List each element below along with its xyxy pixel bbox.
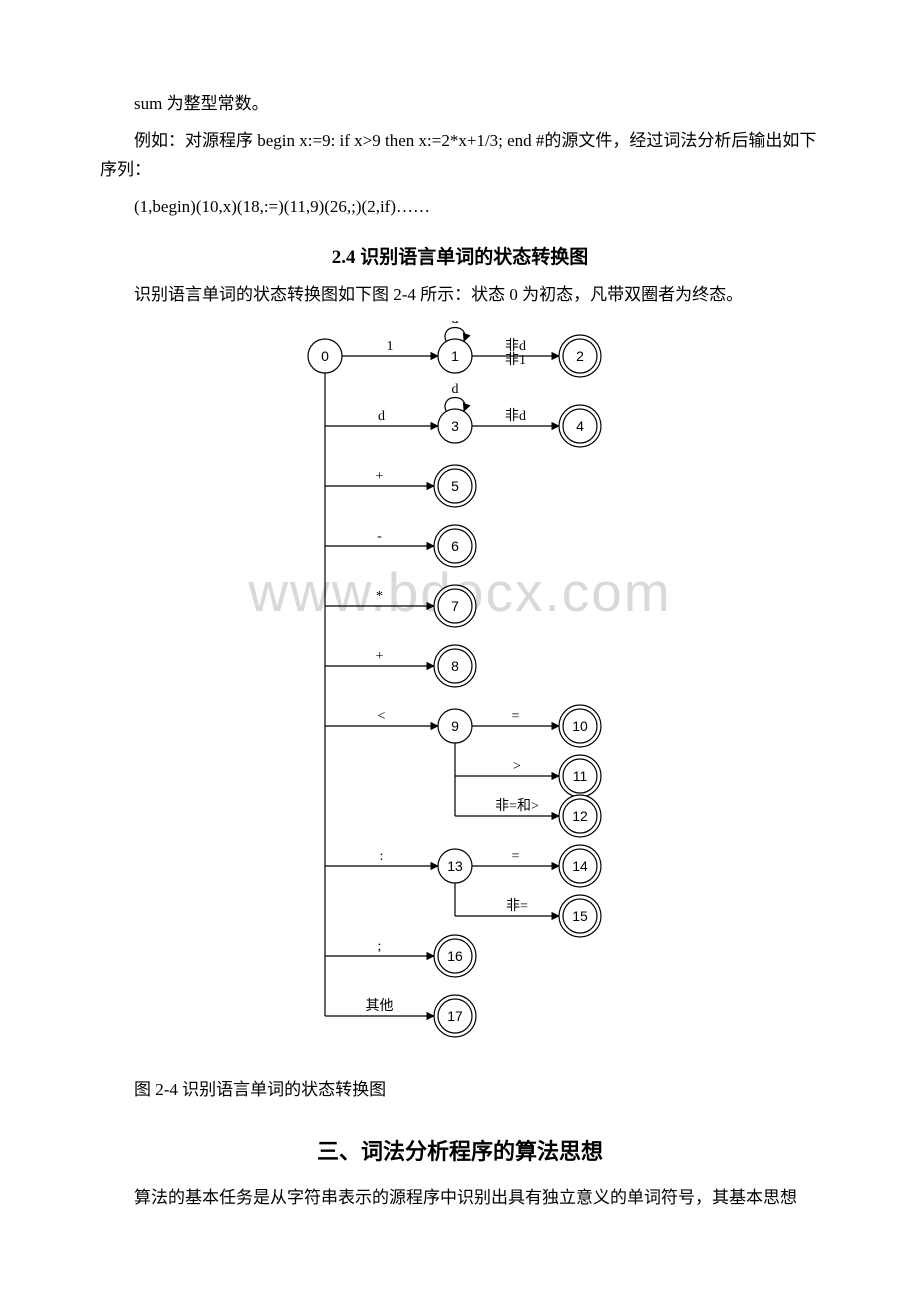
svg-text:11: 11 <box>573 768 588 784</box>
figure-caption: 图 2-4 识别语言单词的状态转换图 <box>100 1076 820 1103</box>
svg-text:9: 9 <box>451 718 459 734</box>
svg-text:其他: 其他 <box>366 998 394 1014</box>
svg-text:1: 1 <box>451 348 459 364</box>
svg-text:;: ; <box>378 939 382 954</box>
svg-text:>: > <box>513 759 521 774</box>
svg-text:4: 4 <box>576 418 584 434</box>
svg-text:+: + <box>376 649 384 664</box>
svg-text:=: = <box>512 849 520 864</box>
para-sequence: (1,begin)(10,x)(18,:=)(11,9)(26,;)(2,if)… <box>100 193 820 222</box>
para-sum: sum 为整型常数。 <box>100 90 820 119</box>
svg-text:d: d <box>452 321 459 327</box>
svg-text:非d: 非d <box>505 408 526 424</box>
svg-text:d: d <box>452 382 459 397</box>
svg-text::: : <box>380 849 384 864</box>
svg-text:15: 15 <box>572 908 588 924</box>
heading-2-4: 2.4 识别语言单词的状态转换图 <box>100 242 820 269</box>
svg-text:1: 1 <box>387 339 394 354</box>
svg-text:<: < <box>378 709 386 724</box>
svg-text:8: 8 <box>451 658 459 674</box>
svg-text:6: 6 <box>451 538 459 554</box>
svg-text:2: 2 <box>576 348 584 364</box>
svg-text:16: 16 <box>447 948 463 964</box>
svg-text:5: 5 <box>451 478 459 494</box>
svg-text:12: 12 <box>572 808 588 824</box>
svg-text:0: 0 <box>321 348 329 364</box>
para-algorithm: 算法的基本任务是从字符串表示的源程序中识别出具有独立意义的单词符号，其基本思想 <box>100 1184 820 1213</box>
svg-text:+: + <box>376 469 384 484</box>
svg-text:3: 3 <box>451 418 459 434</box>
svg-text:非d: 非d <box>505 338 526 354</box>
svg-text:*: * <box>376 589 383 604</box>
state-transition-diagram: 1非d非1d非d+-*+<=>非=和>:=非=;其他01d23d45678910… <box>100 321 820 1056</box>
svg-text:17: 17 <box>447 1008 463 1024</box>
svg-text:-: - <box>377 529 382 544</box>
svg-text:非1: 非1 <box>505 352 526 368</box>
svg-text:7: 7 <box>451 598 459 614</box>
para-diagram-intro: 识别语言单词的状态转换图如下图 2-4 所示：状态 0 为初态，凡带双圈者为终态… <box>100 281 820 310</box>
svg-text:13: 13 <box>447 858 463 874</box>
svg-text:非=和>: 非=和> <box>495 798 539 814</box>
svg-text:非=: 非= <box>506 898 528 914</box>
svg-text:10: 10 <box>572 718 588 734</box>
svg-text:d: d <box>378 409 385 424</box>
svg-text:14: 14 <box>572 858 588 874</box>
para-example: 例如：对源程序 begin x:=9: if x>9 then x:=2*x+1… <box>100 127 820 185</box>
heading-3: 三、词法分析程序的算法思想 <box>100 1134 820 1166</box>
svg-text:=: = <box>512 709 520 724</box>
